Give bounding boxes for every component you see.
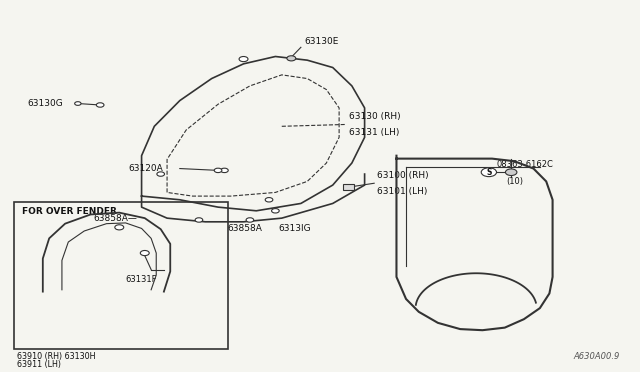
Text: 63858A: 63858A <box>228 224 262 233</box>
Text: 08363-6162C: 08363-6162C <box>497 160 554 169</box>
Text: 6313lG: 6313lG <box>278 224 311 233</box>
Text: 63120A: 63120A <box>129 164 164 173</box>
Text: 63131 (LH): 63131 (LH) <box>349 128 399 137</box>
Text: 63100 (RH): 63100 (RH) <box>378 171 429 180</box>
Circle shape <box>157 172 164 176</box>
Circle shape <box>140 250 149 256</box>
Text: 63130G: 63130G <box>27 99 63 108</box>
Text: 63131F: 63131F <box>125 275 157 284</box>
Text: 63858A—: 63858A— <box>94 214 138 223</box>
Circle shape <box>221 168 228 173</box>
Circle shape <box>75 102 81 105</box>
Circle shape <box>214 168 222 173</box>
Text: FOR OVER FENDER: FOR OVER FENDER <box>22 207 116 216</box>
Bar <box>343 184 355 190</box>
Circle shape <box>239 57 248 62</box>
Circle shape <box>265 198 273 202</box>
Text: 63130 (RH): 63130 (RH) <box>349 112 400 121</box>
Circle shape <box>287 56 296 61</box>
Text: 63910 (RH) 63130H: 63910 (RH) 63130H <box>17 352 96 360</box>
Bar <box>14 202 228 349</box>
Circle shape <box>97 103 104 107</box>
Circle shape <box>506 169 517 176</box>
Circle shape <box>271 209 279 213</box>
Circle shape <box>481 168 497 177</box>
Text: (10): (10) <box>506 177 523 186</box>
Circle shape <box>195 218 203 222</box>
Text: 63101 (LH): 63101 (LH) <box>378 187 428 196</box>
Text: 63130E: 63130E <box>304 37 339 46</box>
Circle shape <box>246 218 253 222</box>
Circle shape <box>115 225 124 230</box>
Text: 63911 (LH): 63911 (LH) <box>17 360 61 369</box>
Text: S: S <box>486 168 492 177</box>
Text: A630A00.9: A630A00.9 <box>573 352 620 362</box>
